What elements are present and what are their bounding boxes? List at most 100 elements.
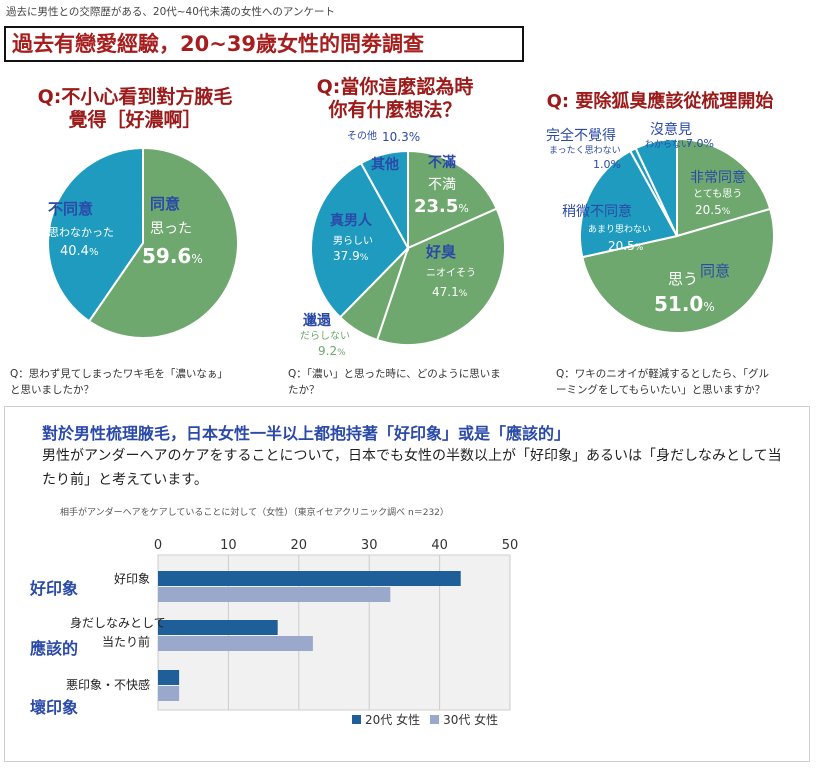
pie2-s3-zh: 真男人	[330, 213, 372, 229]
bar-section-title: 對於男性梳理腋毛，日本女性一半以上都抱持著「好印象」或是「應該的」	[42, 424, 571, 443]
pie3-s3-number: 1.0	[593, 158, 611, 171]
pie2-s1-value: 47.1%	[432, 285, 467, 300]
pie1-question-line2: 覺得［好濃啊］	[68, 109, 202, 131]
pie3-s4-pct: %	[703, 137, 714, 150]
pie2-s3-value: 37.9%	[333, 249, 368, 264]
pie3-s4-jp: わからない	[645, 140, 691, 150]
pie1-slice-0	[87, 146, 239, 339]
pie-charts-svg	[47, 137, 775, 346]
bar-2-series-0	[158, 670, 180, 685]
pie3-s0-jp: とても思う	[693, 189, 743, 200]
page-title: 過去有戀愛經驗，20~39歲女性的問劵調查	[4, 26, 524, 62]
pie2-footnote: Q：「濃い」と思った時に、どのように思いま たか？	[288, 366, 501, 398]
pie2-footnote-line1: Q：「濃い」と思った時に、どのように思いま	[288, 368, 501, 380]
pie3-s1-jp: 思う	[668, 270, 699, 288]
pie3-s2-value: 20.5%	[608, 239, 643, 254]
bar-0-series-1	[158, 587, 391, 602]
pie3-slice-0	[676, 137, 772, 238]
pie1-s1-number: 40.4	[60, 244, 89, 259]
pie3-footnote-line1: Q：ワキのニオイが軽減するとしたら、「グル	[556, 368, 770, 380]
pie2-s3-jp: 男らしい	[333, 236, 373, 247]
x-tick-label-0: 0	[154, 538, 162, 553]
pie3-s3-pct: %	[610, 158, 621, 171]
x-tick-label-4: 40	[431, 538, 448, 553]
bar-chart-ticks: 0 10 20 30 40 50	[154, 538, 518, 553]
bar-category-label-0-0: 好印象	[114, 572, 150, 586]
pie2-s0-zh: 不滿	[428, 155, 456, 171]
pie1-footnote-line1: Q：思わず見てしまったワキ毛を「濃いなぁ」	[10, 368, 228, 380]
bar-0-series-0	[158, 571, 461, 586]
bar-section-body: 男性がアンダーヘアのケアをすることについて，日本でも女性の半数以上が「好印象」あ…	[42, 448, 782, 488]
pie2-question-line1: Q:當你這麼認為時	[316, 76, 474, 98]
pie2-footnote-line2: たか？	[288, 384, 320, 396]
pie3-s3-zh: 完全不覺得	[546, 128, 616, 144]
pie2-s0-value: 23.5%	[414, 196, 469, 218]
pie1-footnote-line2: と思いましたか？	[10, 384, 94, 396]
bar-1-series-0	[158, 620, 278, 635]
pie1-s0-zh: 同意	[150, 195, 181, 213]
pie1-footnote: Q：思わず見てしまったワキ毛を「濃いなぁ」 と思いましたか？	[10, 366, 228, 398]
pie1-s1-value: 40.4%	[60, 244, 98, 260]
pie2-s2-zh: 邋遢	[303, 313, 331, 329]
bar-chart-marks	[158, 571, 461, 701]
pie2-chart	[310, 149, 506, 346]
pie3-s1-pct: %	[703, 300, 715, 314]
pie2-s1-jp: ニオイそう	[426, 268, 476, 279]
bar-2-series-1	[158, 686, 180, 701]
pie3-s1-zh: 同意	[700, 262, 731, 280]
pie1-s0-pct: %	[191, 252, 203, 266]
pie2-slice-4	[359, 149, 409, 252]
legend-label-30s: 30代 女性	[443, 713, 499, 727]
pie2-s2-jp: だらしない	[300, 331, 350, 342]
legend-label-20s: 20代 女性	[365, 713, 421, 727]
bar-chart-source: 相手がアンダーヘアをケアしていることに対して（女性）（東京イセアクリニック調べ …	[60, 508, 449, 518]
bar-legend: 20代 女性 30代 女性	[352, 711, 498, 728]
pie2-s2-number: 9.2	[318, 344, 338, 358]
pie3-s4-value: 7.0%	[686, 137, 714, 150]
pie2-slice-0	[407, 149, 498, 250]
bar-category-label-1-0: 身だしなみとして	[70, 615, 166, 630]
pie2-s0-pct: %	[458, 202, 469, 215]
x-tick-label-1: 10	[220, 538, 237, 553]
bar-category-label-1-1: 当たり前	[102, 634, 150, 649]
survey-subtitle: 過去に男性との交際歴がある、20代~40代未満の女性へのアンケート	[6, 6, 335, 18]
pie2-s1-pct: %	[458, 289, 468, 299]
pie3-question: Q: 要除狐臭應該從梳理開始	[546, 91, 774, 112]
pie1-s1-jp: 思わなかった	[48, 226, 114, 239]
pie2-s2-pct: %	[337, 348, 346, 358]
legend-swatch-20s	[352, 715, 361, 724]
pie2-question: Q:當你這麼認為時 你有什麼想法？	[270, 76, 520, 122]
bar-section-box	[4, 406, 810, 762]
bar-row2-zh-label: 應該的	[30, 639, 79, 658]
bar-category-label-2-0: 悪印象・不快感	[66, 677, 150, 692]
pie3-chart	[579, 137, 775, 335]
pie3-slice-4	[634, 137, 678, 237]
pie2-s2-value: 9.2%	[318, 344, 346, 359]
pie2-s4-value: 10.3%	[382, 130, 420, 144]
pie3-s2-zh: 稍微不同意	[562, 204, 632, 220]
pie3-slice-1	[581, 207, 775, 335]
pie3-s4-zh: 沒意見	[650, 122, 692, 138]
pie3-s4-number: 7.0	[686, 137, 704, 150]
pie3-footnote-line2: ーミングをしてもらいたい」と思いますか？	[556, 384, 766, 396]
pie3-s3-value: 1.0%	[593, 158, 621, 171]
pie2-slice-1	[375, 207, 506, 346]
pie1-question-line1: Q:不小心看到對方腋毛	[37, 86, 233, 108]
pie1-chart	[47, 146, 239, 339]
pie1-slice-1	[47, 146, 144, 323]
pie2-s1-number: 47.1	[432, 285, 459, 299]
bar-row3-zh-label: 壞印象	[30, 698, 79, 717]
pie3-s0-pct: %	[721, 207, 731, 217]
legend-swatch-30s	[430, 715, 440, 724]
pie1-s1-pct: %	[88, 247, 99, 258]
pie3-s0-zh: 非常同意	[690, 170, 746, 186]
bar-1-series-1	[158, 636, 313, 651]
pie1-s0-jp: 思った	[150, 221, 192, 237]
pie1-s1-zh: 不同意	[48, 200, 94, 218]
pie2-s1-zh: 好臭	[426, 243, 457, 261]
pie2-s3-number: 37.9	[333, 249, 360, 263]
pie2-slice-3	[310, 161, 410, 319]
pie3-slice-2	[579, 149, 679, 259]
